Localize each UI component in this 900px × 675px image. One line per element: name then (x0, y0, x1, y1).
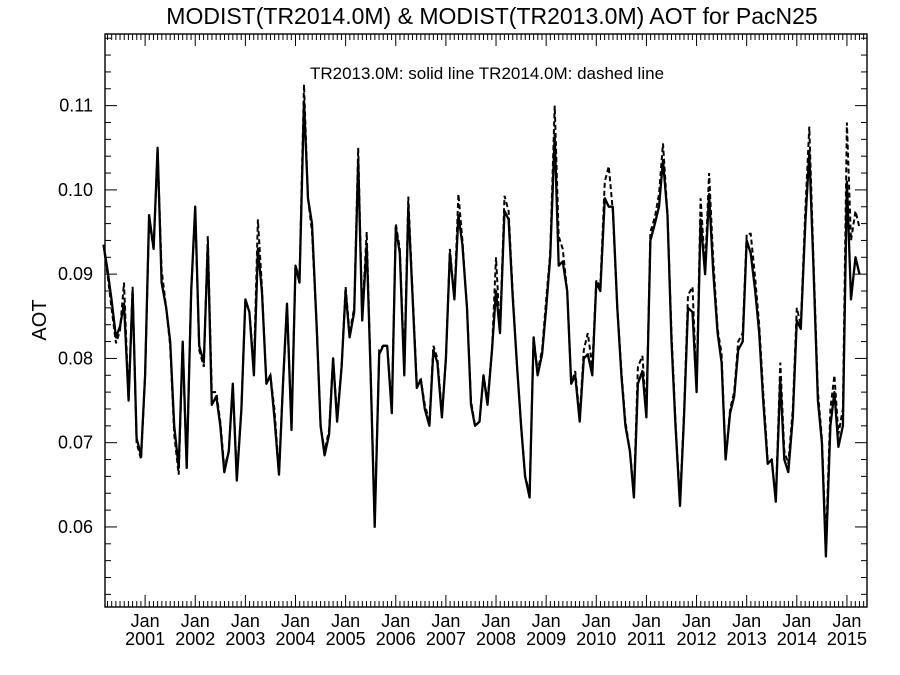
x-tick-year-label: 2001 (125, 629, 165, 649)
legend-text: TR2013.0M: solid line TR2014.0M: dashed … (310, 64, 664, 83)
x-tick-year-label: 2011 (627, 629, 666, 649)
plot-border (104, 33, 868, 608)
x-tick-month-label: Jan (131, 611, 160, 631)
y-tick-label: 0.07 (58, 433, 93, 453)
x-tick-month-label: Jan (632, 611, 661, 631)
x-tick-month-label: Jan (181, 611, 210, 631)
x-tick-year-label: 2012 (677, 629, 717, 649)
x-tick-month-label: Jan (231, 611, 260, 631)
x-tick-year-label: 2008 (476, 629, 516, 649)
x-tick-month-label: Jan (732, 611, 761, 631)
x-tick-year-label: 2002 (175, 629, 215, 649)
y-tick-label: 0.10 (58, 180, 93, 200)
x-tick-month-label: Jan (532, 611, 561, 631)
series-layer (102, 84, 861, 558)
x-tick-year-label: 2010 (576, 629, 616, 649)
x-tick-year-label: 2014 (777, 629, 817, 649)
chart-title: MODIST(TR2014.0M) & MODIST(TR2013.0M) AO… (166, 3, 817, 29)
y-tick-label: 0.06 (58, 517, 93, 537)
y-tick-label: 0.08 (58, 348, 93, 368)
y-axis-label: AOT (29, 299, 51, 340)
y-axis-ticks: 0.06 0.07 0.08 0.09 0.10 0.11 (58, 37, 867, 595)
x-tick-month-label: Jan (582, 611, 611, 631)
series-line-solid (102, 100, 861, 558)
y-tick-label: 0.11 (59, 96, 93, 116)
x-axis-ticks: Jan2001Jan2002Jan2003Jan2004Jan2005Jan20… (107, 34, 867, 649)
x-tick-year-label: 2013 (727, 629, 767, 649)
x-tick-year-label: 2009 (526, 629, 566, 649)
x-tick-month-label: Jan (482, 611, 511, 631)
x-tick-month-label: Jan (682, 611, 711, 631)
x-tick-month-label: Jan (381, 611, 410, 631)
x-tick-year-label: 2005 (326, 629, 366, 649)
x-tick-year-label: 2015 (827, 629, 867, 649)
x-tick-year-label: 2006 (376, 629, 416, 649)
y-tick-label: 0.09 (58, 264, 93, 284)
x-tick-month-label: Jan (331, 611, 360, 631)
x-tick-year-label: 2007 (426, 629, 466, 649)
x-tick-month-label: Jan (832, 611, 861, 631)
x-tick-year-label: 2003 (225, 629, 265, 649)
x-tick-month-label: Jan (281, 611, 310, 631)
x-tick-month-label: Jan (431, 611, 460, 631)
plot-frame (104, 33, 868, 608)
x-tick-month-label: Jan (782, 611, 811, 631)
series-line-dashed (102, 84, 861, 544)
x-tick-year-label: 2004 (275, 629, 315, 649)
